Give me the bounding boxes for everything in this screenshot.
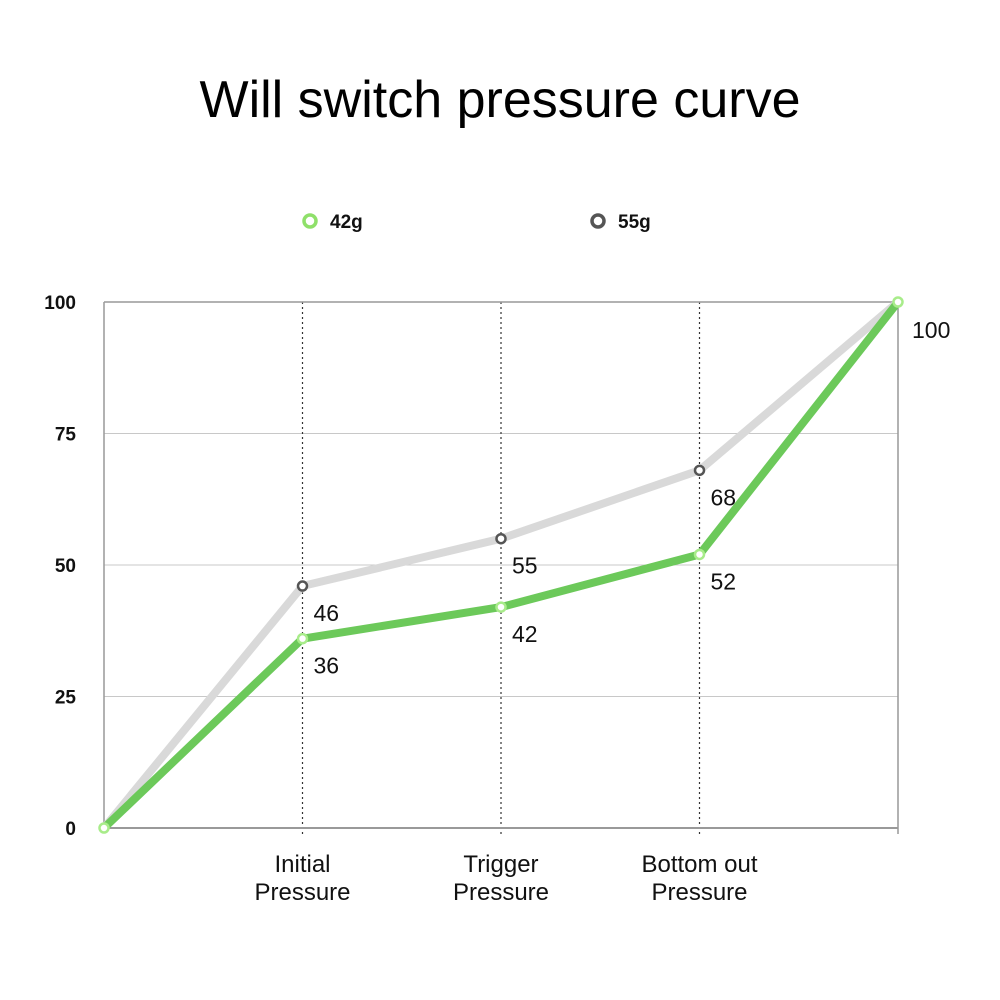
data-label-55g: 46 [314,600,340,626]
data-point-42g [892,296,904,308]
y-tick-label: 100 [44,293,76,314]
labels: 36 42 52 100 46 55 68 [314,317,951,679]
data-point-55g [296,580,309,592]
series [98,296,904,834]
legend-label-55g: 55g [618,212,651,233]
data-point-42g [296,632,309,645]
data-label-55g: 68 [711,484,737,510]
data-label-42g: 36 [314,653,340,679]
data-label-42g: 100 [912,317,950,343]
data-point-55g [693,464,706,477]
legend-marker-42g [302,213,318,229]
data-label-55g: 55 [512,553,538,579]
x-tick-label: Bottom out Pressure [641,851,757,906]
data-point-42g [693,548,706,561]
data-point-55g [495,532,507,545]
y-tick-label: 25 [55,688,77,709]
data-label-42g: 42 [512,621,538,647]
legend: 42g 55g [302,212,651,233]
y-tick-label: 50 [55,556,76,577]
x-tick-label: Trigger Pressure [453,851,549,906]
data-point-42g [495,601,507,613]
legend-marker-55g [590,213,606,229]
data-point-42g [98,822,110,834]
x-tick-label: Initial Pressure [254,851,350,906]
grid [104,301,898,834]
y-tick-label: 75 [55,425,77,446]
data-label-42g: 52 [711,568,737,594]
y-tick-label: 0 [65,819,76,840]
axes: 0 25 50 75 100 Initial Pressure Trigger Pressure… [44,293,899,906]
chart-title: Will switch pressure curve [199,71,801,129]
legend-label-42g: 42g [330,212,363,233]
